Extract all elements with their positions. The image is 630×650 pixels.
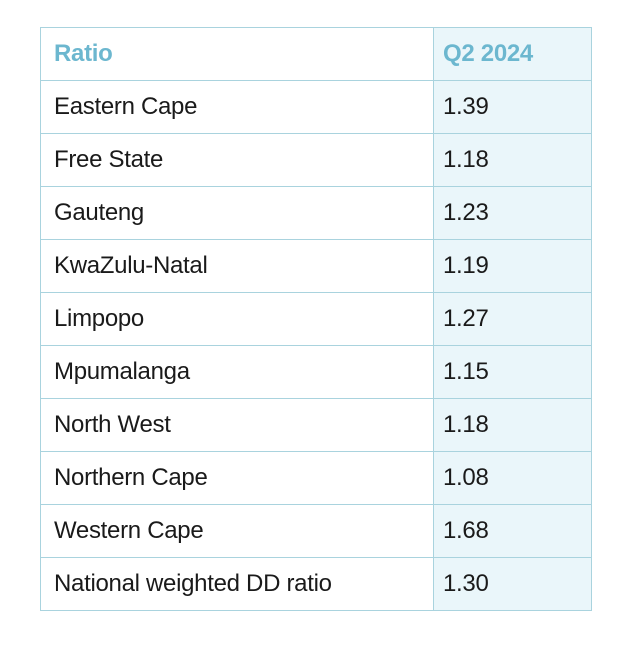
row-label: Mpumalanga bbox=[40, 345, 434, 399]
ratio-table-container: Ratio Q2 2024 Eastern Cape 1.39 Free Sta… bbox=[40, 27, 592, 611]
table-row: Northern Cape 1.08 bbox=[40, 451, 592, 505]
row-value: 1.15 bbox=[433, 345, 592, 399]
row-label: Gauteng bbox=[40, 186, 434, 240]
table-row: Gauteng 1.23 bbox=[40, 186, 592, 240]
row-value: 1.27 bbox=[433, 292, 592, 346]
row-label: Western Cape bbox=[40, 504, 434, 558]
table-header-row: Ratio Q2 2024 bbox=[40, 27, 592, 81]
row-value: 1.08 bbox=[433, 451, 592, 505]
table-row: Free State 1.18 bbox=[40, 133, 592, 187]
row-label: North West bbox=[40, 398, 434, 452]
row-label: National weighted DD ratio bbox=[40, 557, 434, 611]
table-row: KwaZulu-Natal 1.19 bbox=[40, 239, 592, 293]
row-value: 1.30 bbox=[433, 557, 592, 611]
table-row: Western Cape 1.68 bbox=[40, 504, 592, 558]
column-header-ratio: Ratio bbox=[40, 27, 434, 81]
row-label: Northern Cape bbox=[40, 451, 434, 505]
row-label: Free State bbox=[40, 133, 434, 187]
table-row: North West 1.18 bbox=[40, 398, 592, 452]
ratio-table: Ratio Q2 2024 Eastern Cape 1.39 Free Sta… bbox=[40, 27, 592, 611]
row-label: Eastern Cape bbox=[40, 80, 434, 134]
table-row: Eastern Cape 1.39 bbox=[40, 80, 592, 134]
table-row: Mpumalanga 1.15 bbox=[40, 345, 592, 399]
column-header-q2-2024: Q2 2024 bbox=[433, 27, 592, 81]
row-value: 1.18 bbox=[433, 398, 592, 452]
row-label: KwaZulu-Natal bbox=[40, 239, 434, 293]
row-value: 1.68 bbox=[433, 504, 592, 558]
row-value: 1.18 bbox=[433, 133, 592, 187]
row-value: 1.39 bbox=[433, 80, 592, 134]
table-row: National weighted DD ratio 1.30 bbox=[40, 557, 592, 611]
table-row: Limpopo 1.27 bbox=[40, 292, 592, 346]
row-value: 1.19 bbox=[433, 239, 592, 293]
row-value: 1.23 bbox=[433, 186, 592, 240]
row-label: Limpopo bbox=[40, 292, 434, 346]
